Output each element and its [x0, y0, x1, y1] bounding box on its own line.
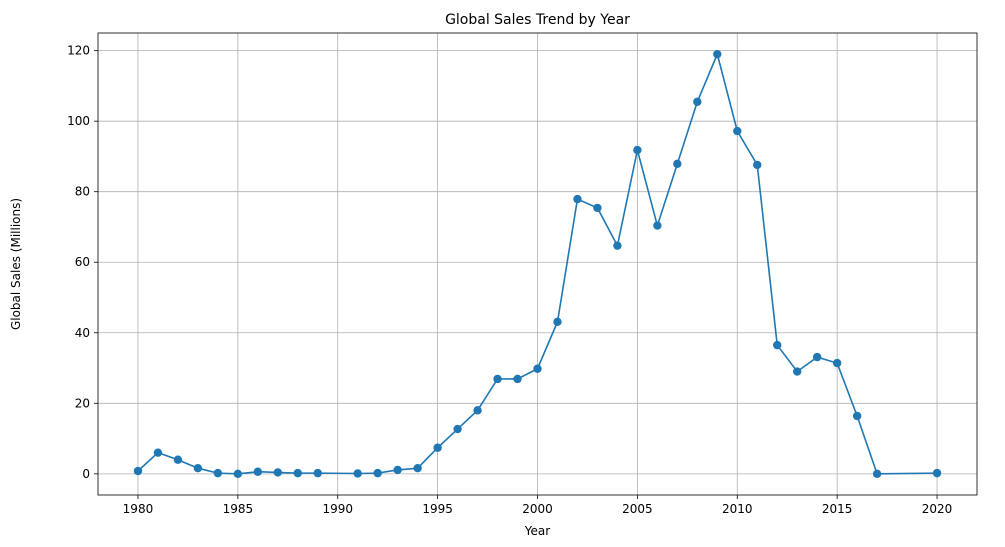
x-tick-label: 2020 [922, 502, 953, 516]
data-point [473, 406, 482, 415]
data-point [812, 352, 822, 362]
data-point [753, 160, 762, 170]
chart-title: Global Sales Trend by Year [445, 12, 630, 28]
grid-lines [98, 33, 977, 495]
data-point [673, 159, 682, 169]
x-tick-label: 1980 [123, 502, 154, 516]
y-tick-label: 80 [75, 185, 90, 199]
data-point [253, 467, 263, 476]
data-point [872, 469, 882, 479]
y-tick-label: 120 [67, 44, 90, 58]
data-point [213, 468, 223, 478]
data-point [313, 468, 322, 478]
x-tick-label: 1995 [422, 502, 453, 516]
data-point [233, 469, 243, 479]
y-tick-label: 0 [82, 467, 90, 481]
x-axis-label: Year [524, 524, 550, 538]
y-tick-label: 60 [75, 255, 90, 269]
x-tick-label: 2005 [622, 502, 653, 516]
data-point [153, 448, 163, 457]
axis-ticks: 1980 1985 1990 1995 2000 2005 2010 2015 2020 0 20 4… [67, 44, 952, 516]
data-point [133, 466, 143, 476]
y-axis-label: Global Sales (Millions) [9, 198, 23, 330]
data-point [773, 340, 782, 350]
data-point [932, 468, 942, 478]
data-point [393, 465, 402, 475]
data-point [453, 424, 462, 434]
x-tick-label: 2015 [822, 502, 853, 516]
data-point [733, 126, 742, 136]
data-point [573, 194, 582, 204]
x-tick-label: 1985 [223, 502, 254, 516]
data-point [793, 367, 802, 376]
data-point [653, 221, 662, 230]
data-point [852, 411, 862, 421]
data-point [613, 241, 622, 250]
data-point [593, 203, 602, 213]
data-point [353, 469, 362, 478]
data-point [433, 443, 442, 452]
data-point [373, 468, 382, 478]
data-point [273, 468, 282, 477]
data-point [713, 49, 722, 59]
data-point [413, 463, 422, 473]
data-point [693, 97, 702, 106]
x-tick-label: 1990 [322, 502, 353, 516]
data-point [832, 358, 842, 368]
plot-frame [97, 32, 978, 496]
data-point [513, 374, 522, 384]
data-point [293, 468, 302, 478]
x-tick-label: 2000 [522, 502, 553, 516]
y-tick-label: 40 [75, 326, 90, 340]
series-layer [133, 49, 942, 479]
data-point [173, 455, 183, 464]
y-tick-label: 20 [75, 396, 90, 410]
x-tick-label: 2010 [722, 502, 753, 516]
data-point [633, 145, 642, 155]
data-point [553, 317, 562, 327]
y-tick-label: 100 [67, 114, 90, 128]
data-point [493, 374, 502, 384]
data-point [193, 463, 203, 473]
data-point [533, 364, 542, 373]
